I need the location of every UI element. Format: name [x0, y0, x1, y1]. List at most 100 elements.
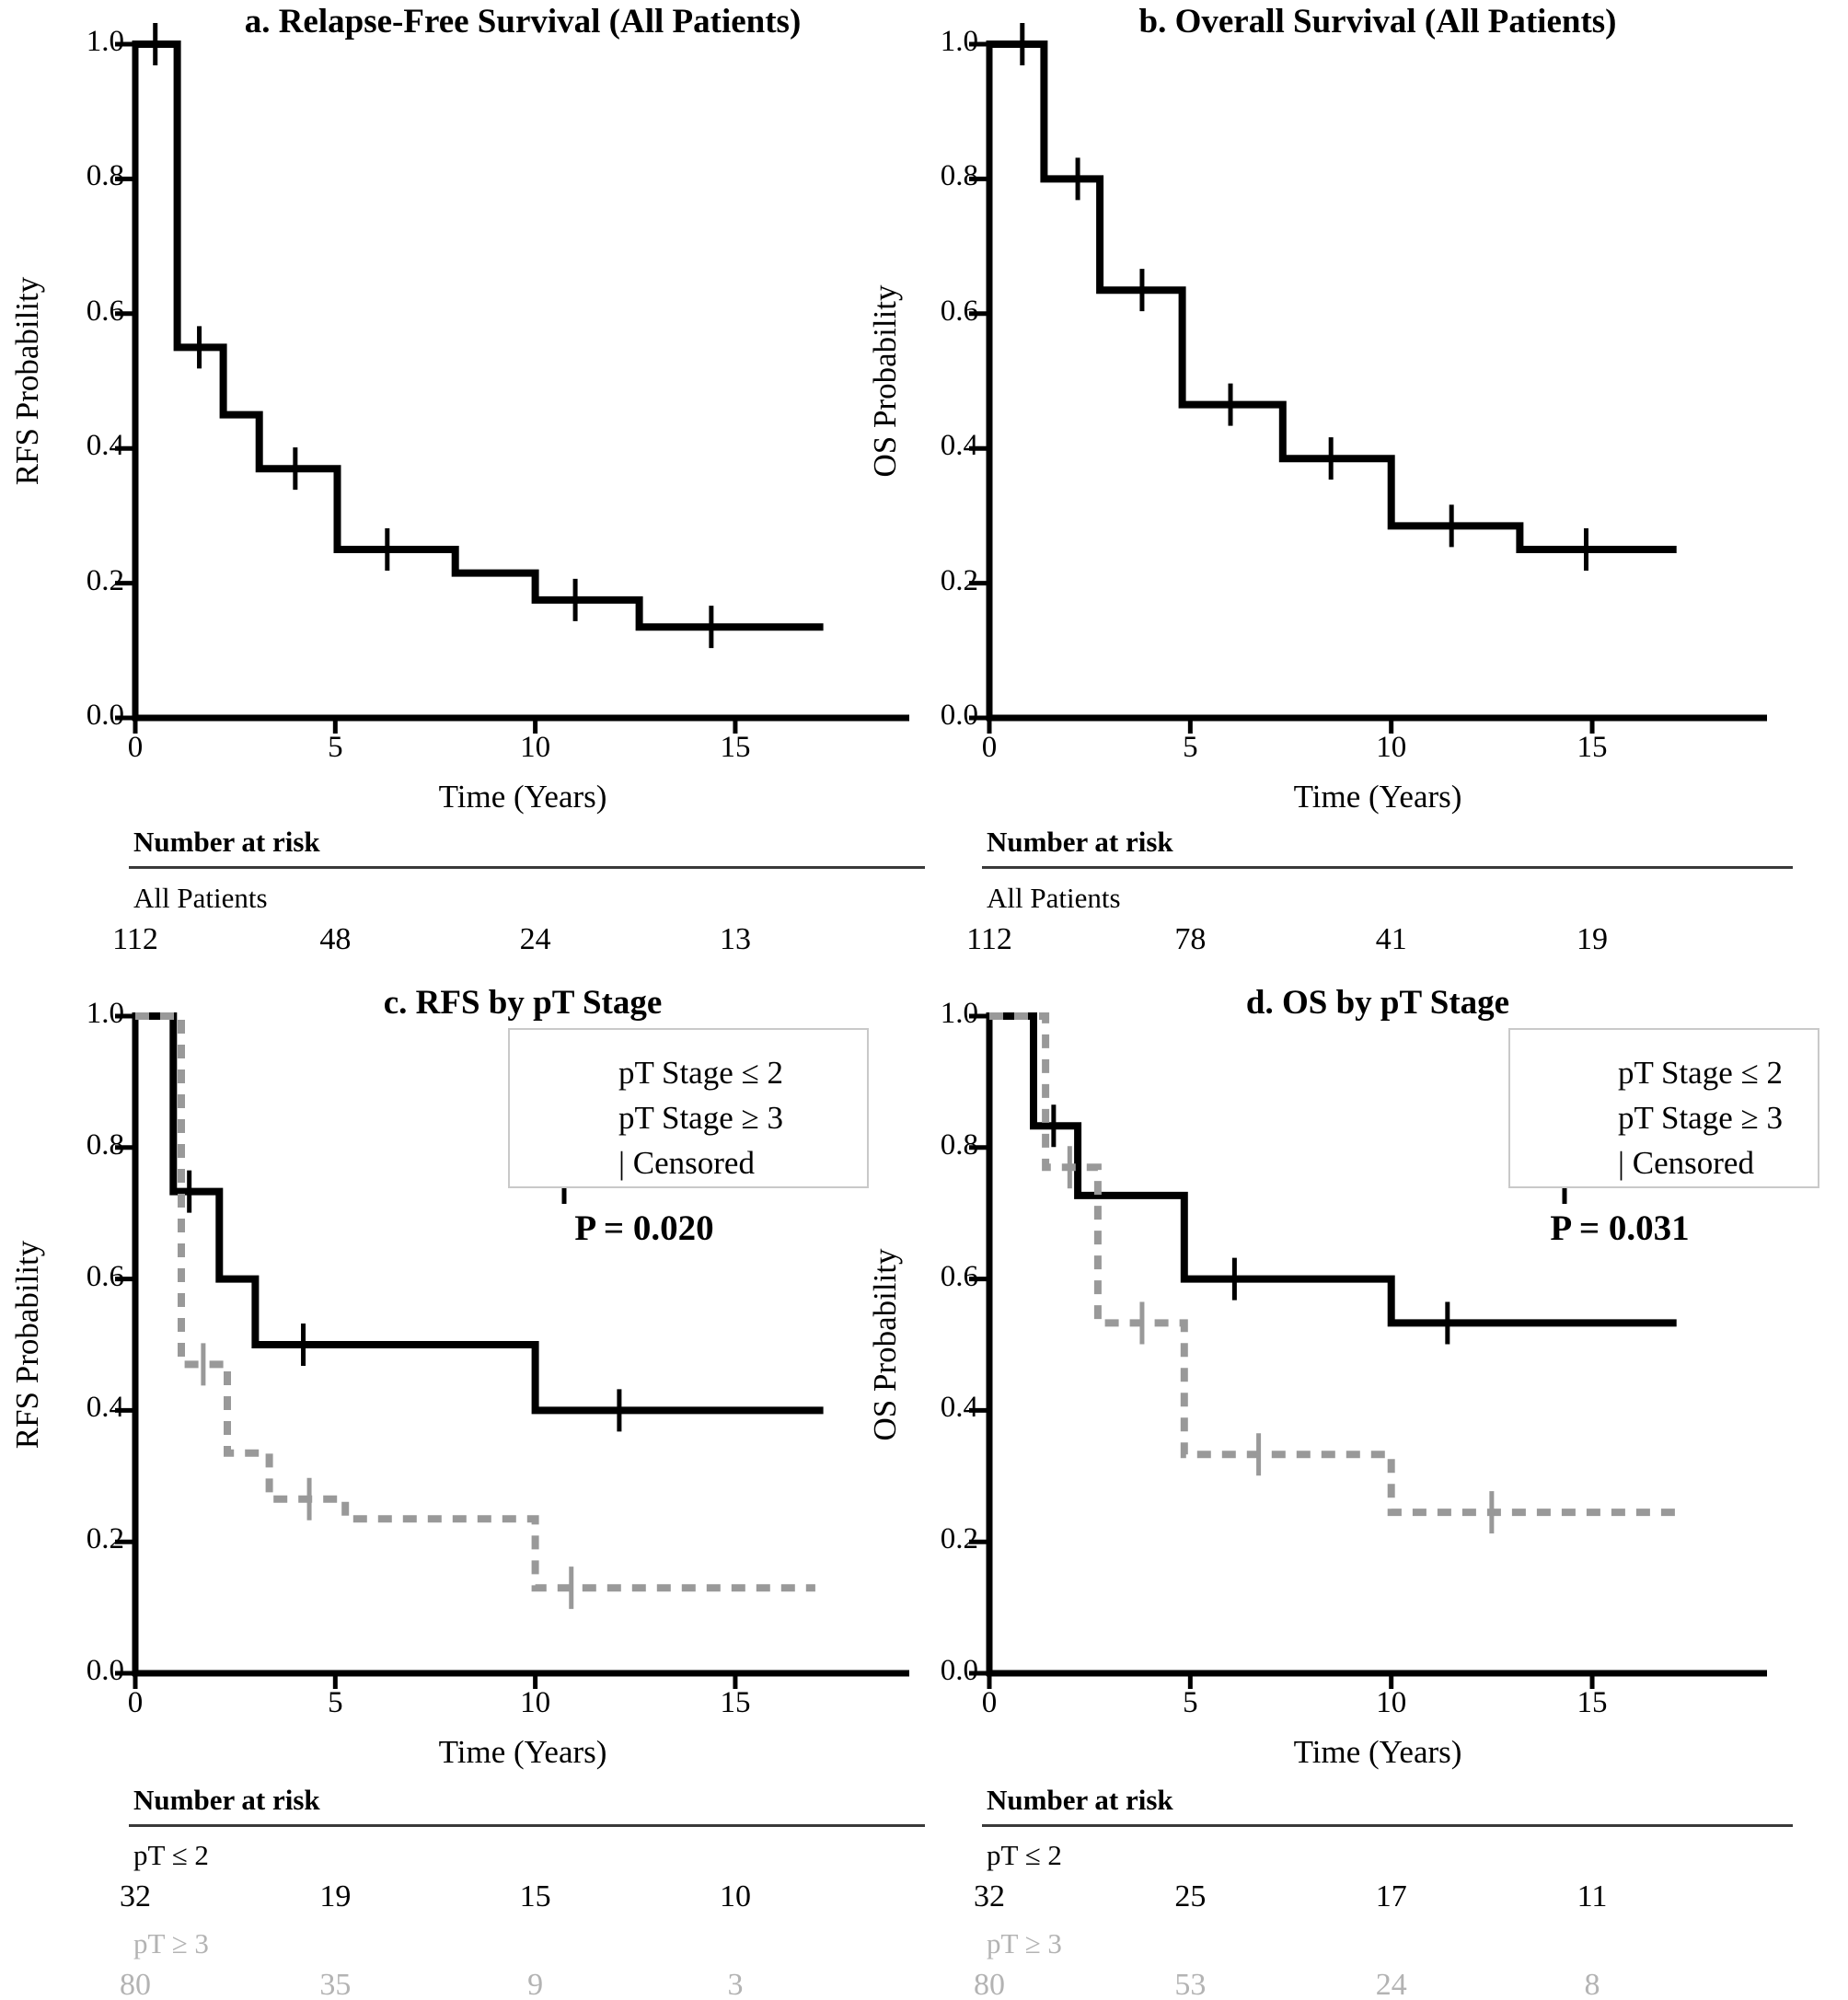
risk-count: 80 [120, 1968, 151, 2000]
y-tick-label: 0.4 [86, 1391, 124, 1425]
survival-curve-solid [989, 1012, 1677, 1327]
legend-item-solid-label: pT Stage ≤ 2 [1618, 1055, 1783, 1091]
risk-row-label: pT ≤ 2 [133, 1839, 209, 1871]
risk-count: 48 [319, 922, 352, 956]
survival-curve-dashed [135, 1012, 815, 1592]
x-tick-label: 5 [328, 1686, 343, 1719]
x-tick-label: 15 [1577, 731, 1608, 764]
risk-count: 10 [719, 1879, 751, 1913]
risk-count: 32 [974, 1879, 1005, 1913]
risk-table-rule [129, 866, 925, 869]
risk-count: 112 [966, 922, 1012, 956]
y-tick-label: 0.6 [940, 294, 978, 328]
x-axis-label: Time (Years) [438, 1734, 607, 1770]
risk-table-header: Number at risk [987, 826, 1173, 858]
risk-count: 25 [1174, 1879, 1207, 1913]
legend-item-solid-label: pT Stage ≤ 2 [618, 1055, 783, 1091]
risk-row-label: pT ≥ 3 [987, 1927, 1062, 1960]
x-tick-label: 15 [720, 1686, 751, 1719]
risk-table-header: Number at risk [133, 826, 320, 858]
risk-count: 15 [519, 1879, 551, 1913]
y-tick-label: 0.0 [86, 699, 124, 732]
y-tick-label: 0.0 [940, 1654, 978, 1687]
risk-table-header: Number at risk [987, 1784, 1173, 1816]
risk-count: 24 [1375, 1968, 1407, 2000]
risk-count: 78 [1174, 922, 1207, 956]
y-tick-label: 1.0 [86, 25, 124, 58]
risk-row-label: pT ≤ 2 [987, 1839, 1062, 1871]
y-tick-label: 0.6 [86, 294, 124, 328]
x-tick-label: 15 [720, 731, 751, 764]
risk-count: 41 [1375, 922, 1407, 956]
y-tick-label: 0.6 [86, 1259, 124, 1293]
x-axis-label: Time (Years) [1293, 779, 1462, 815]
y-tick-label: 0.8 [940, 159, 978, 193]
risk-count: 9 [527, 1968, 544, 2000]
risk-table-rule [982, 866, 1793, 869]
y-axis-label: OS Probability [867, 1248, 903, 1441]
legend-box [1508, 1028, 1819, 1188]
y-tick-label: 0.8 [86, 1127, 124, 1162]
x-tick-label: 0 [981, 731, 998, 764]
risk-count: 32 [120, 1879, 151, 1913]
x-tick-label: 10 [1376, 1686, 1407, 1719]
x-tick-label: 0 [127, 1686, 144, 1719]
x-axis-label: Time (Years) [1293, 1734, 1462, 1770]
x-tick-label: 5 [1183, 1686, 1198, 1719]
x-tick-label: 5 [1183, 731, 1198, 764]
y-tick-label: 0.8 [940, 1127, 978, 1162]
y-tick-label: 0.2 [940, 563, 978, 597]
x-tick-label: 0 [981, 1686, 998, 1719]
p-value-label: P = 0.031 [1550, 1208, 1690, 1248]
y-axis-label: OS Probability [867, 284, 903, 478]
y-tick-label: 0.6 [940, 1259, 978, 1293]
y-tick-label: 0.4 [940, 429, 978, 463]
risk-count: 112 [112, 922, 158, 956]
y-tick-label: 1.0 [940, 997, 978, 1030]
y-tick-label: 0.2 [86, 1522, 124, 1556]
y-tick-label: 0.0 [940, 699, 978, 732]
risk-row-label: All Patients [987, 882, 1121, 914]
risk-row-label: All Patients [133, 882, 268, 914]
y-tick-label: 0.4 [86, 429, 124, 463]
y-tick-label: 0.8 [86, 159, 124, 193]
risk-count: 53 [1174, 1968, 1207, 2000]
x-tick-label: 10 [1376, 731, 1407, 764]
panel-title: a. Relapse-Free Survival (All Patients) [244, 3, 802, 40]
risk-count: 35 [319, 1968, 352, 2000]
risk-count: 80 [974, 1968, 1005, 2000]
survival-curve-solid [135, 1012, 824, 1415]
risk-count: 24 [519, 922, 551, 956]
y-tick-label: 0.2 [940, 1522, 978, 1556]
x-tick-label: 0 [127, 731, 144, 764]
risk-count: 17 [1375, 1879, 1407, 1913]
x-axis-label: Time (Years) [438, 779, 607, 815]
x-tick-label: 10 [520, 731, 551, 764]
survival-curve-solid [135, 40, 824, 631]
y-tick-label: 1.0 [86, 997, 124, 1030]
risk-count: 19 [319, 1879, 352, 1913]
risk-table-rule [982, 1824, 1793, 1827]
risk-count: 3 [727, 1968, 744, 2000]
x-tick-label: 5 [328, 731, 343, 764]
panel-title: b. Overall Survival (All Patients) [1138, 3, 1617, 40]
x-tick-label: 10 [520, 1686, 551, 1719]
legend-censored-label: | Censored [618, 1145, 755, 1181]
x-tick-label: 15 [1577, 1686, 1608, 1719]
y-axis-label: RFS Probability [9, 276, 45, 486]
y-tick-label: 0.2 [86, 563, 124, 597]
p-value-label: P = 0.020 [574, 1208, 714, 1248]
risk-count: 13 [719, 922, 751, 956]
y-tick-label: 0.4 [940, 1391, 978, 1425]
y-tick-label: 0.0 [86, 1654, 124, 1687]
risk-row-label: pT ≥ 3 [133, 1927, 209, 1960]
legend-item-dashed-label: pT Stage ≥ 3 [618, 1100, 783, 1136]
panel-title: d. OS by pT Stage [1245, 984, 1510, 1022]
legend-item-dashed-label: pT Stage ≥ 3 [1618, 1100, 1783, 1136]
legend-box [508, 1028, 869, 1188]
risk-table-rule [129, 1824, 925, 1827]
y-axis-label: RFS Probability [9, 1240, 45, 1450]
risk-count: 11 [1577, 1879, 1608, 1913]
panel-title: c. RFS by pT Stage [383, 984, 663, 1022]
